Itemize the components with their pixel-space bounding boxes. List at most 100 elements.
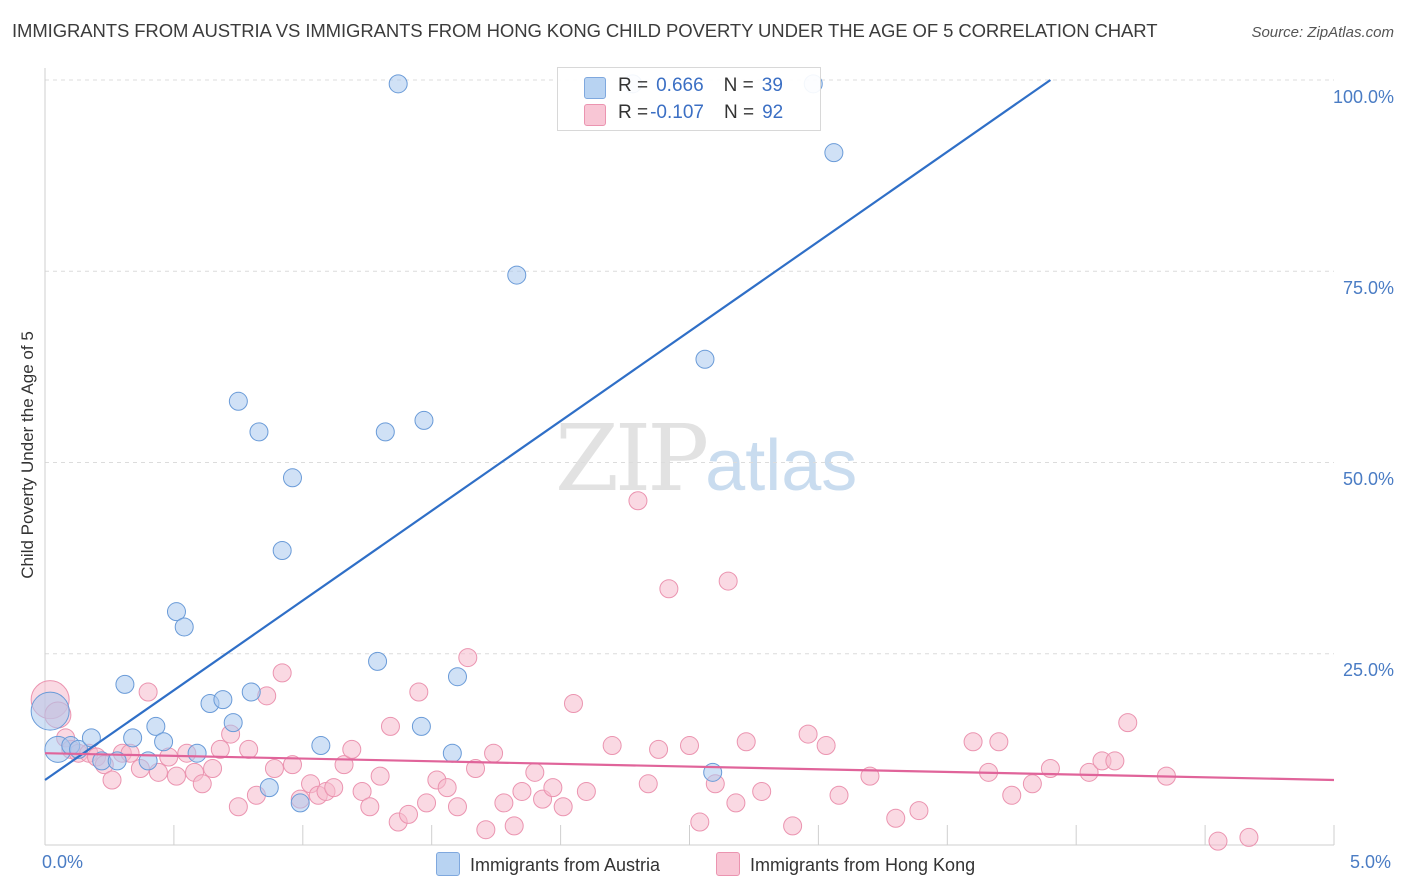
point-hongkong (342, 739, 362, 759)
trend-line-austria (44, 79, 1052, 781)
point-austria (154, 732, 174, 752)
point-hongkong (1002, 785, 1022, 805)
point-hongkong (210, 739, 230, 759)
point-hongkong (282, 755, 302, 775)
n-value: 92 (762, 102, 784, 123)
x-tick-label: 0.0% (42, 852, 84, 872)
point-hongkong (370, 766, 390, 786)
point-hongkong (798, 724, 818, 744)
point-hongkong (718, 571, 738, 591)
point-austria (123, 728, 143, 748)
point-austria (187, 743, 207, 763)
point-hongkong (602, 736, 622, 756)
y-tick-label: 25.0% (1342, 660, 1394, 680)
point-hongkong (437, 778, 457, 798)
point-austria (368, 651, 388, 671)
point-austria (442, 743, 462, 763)
point-hongkong (649, 739, 669, 759)
legend-swatch-austria (584, 77, 606, 99)
point-hongkong (860, 766, 880, 786)
point-hongkong (1239, 827, 1259, 847)
point-austria (311, 736, 331, 756)
point-hongkong (690, 812, 710, 832)
point-austria (282, 468, 302, 488)
point-hongkong (783, 816, 803, 836)
point-hongkong (909, 801, 929, 821)
point-hongkong (494, 793, 514, 813)
point-hongkong (659, 579, 679, 599)
point-austria (174, 617, 194, 637)
point-hongkong (1105, 751, 1125, 771)
y-axis-label: Child Poverty Under the Age of 5 (18, 331, 37, 579)
point-hongkong (352, 781, 372, 801)
point-hongkong (398, 804, 418, 824)
y-tick-label: 75.0% (1342, 278, 1394, 298)
point-hongkong (484, 743, 504, 763)
bottom-legend-hongkong: Immigrants from Hong Kong (716, 852, 975, 876)
point-hongkong (380, 716, 400, 736)
point-hongkong (989, 732, 1009, 752)
point-hongkong (264, 759, 284, 778)
point-austria (290, 793, 310, 813)
y-tick-label: 100.0% (1332, 87, 1394, 107)
point-hongkong (458, 648, 478, 668)
point-austria (166, 602, 186, 622)
point-austria (388, 74, 408, 94)
point-hongkong (447, 797, 467, 817)
point-hongkong (102, 770, 122, 790)
point-hongkong (543, 778, 563, 798)
legend-swatch-austria (436, 852, 460, 876)
point-hongkong (409, 682, 429, 702)
point-austria (824, 143, 844, 163)
bottom-legend-austria: Immigrants from Austria (436, 852, 660, 876)
point-hongkong (576, 781, 596, 801)
point-austria (213, 690, 233, 710)
point-hongkong (680, 736, 699, 756)
point-hongkong (138, 682, 158, 702)
legend-text: R = -0.107 N = 92 (618, 102, 784, 123)
legend-label: Immigrants from Hong Kong (750, 855, 976, 875)
legend-label: Immigrants from Austria (470, 855, 661, 875)
point-hongkong (1118, 713, 1138, 733)
point-hongkong (963, 732, 983, 752)
point-hongkong (360, 797, 380, 817)
legend-swatch-hongkong (584, 104, 606, 126)
point-hongkong (166, 766, 186, 786)
trend-line-hongkong (44, 752, 1335, 782)
point-austria (146, 716, 166, 736)
point-hongkong (512, 781, 532, 801)
point-hongkong (525, 762, 545, 782)
point-hongkong (736, 732, 756, 752)
point-hongkong (476, 820, 496, 840)
point-hongkong (203, 759, 223, 778)
point-hongkong (628, 491, 648, 511)
point-austria (447, 667, 467, 687)
point-hongkong (1208, 831, 1228, 851)
point-hongkong (638, 774, 658, 794)
point-austria (259, 778, 279, 798)
point-austria (30, 691, 70, 731)
point-hongkong (1022, 774, 1042, 794)
legend-text: R = 0.666 N = 39 (618, 75, 783, 96)
point-hongkong (816, 736, 836, 756)
legend-swatch-hongkong (716, 852, 740, 876)
point-hongkong (886, 808, 906, 828)
chart-title: IMMIGRANTS FROM AUSTRIA VS IMMIGRANTS FR… (12, 20, 1158, 41)
point-austria (272, 540, 292, 560)
point-hongkong (726, 793, 746, 813)
point-hongkong (228, 797, 248, 817)
point-austria (414, 410, 434, 430)
point-austria (507, 265, 527, 285)
y-tick-label: 50.0% (1342, 469, 1394, 489)
point-austria (375, 422, 395, 442)
point-hongkong (466, 759, 486, 778)
watermark-atlas: atlas (705, 426, 858, 506)
n-value: 39 (761, 75, 783, 96)
source-label: Source: ZipAtlas.com (1251, 24, 1394, 41)
point-austria (223, 713, 243, 733)
r-value: 0.666 (656, 75, 704, 96)
point-hongkong (272, 663, 292, 683)
point-austria (241, 682, 261, 702)
point-hongkong (563, 693, 583, 713)
